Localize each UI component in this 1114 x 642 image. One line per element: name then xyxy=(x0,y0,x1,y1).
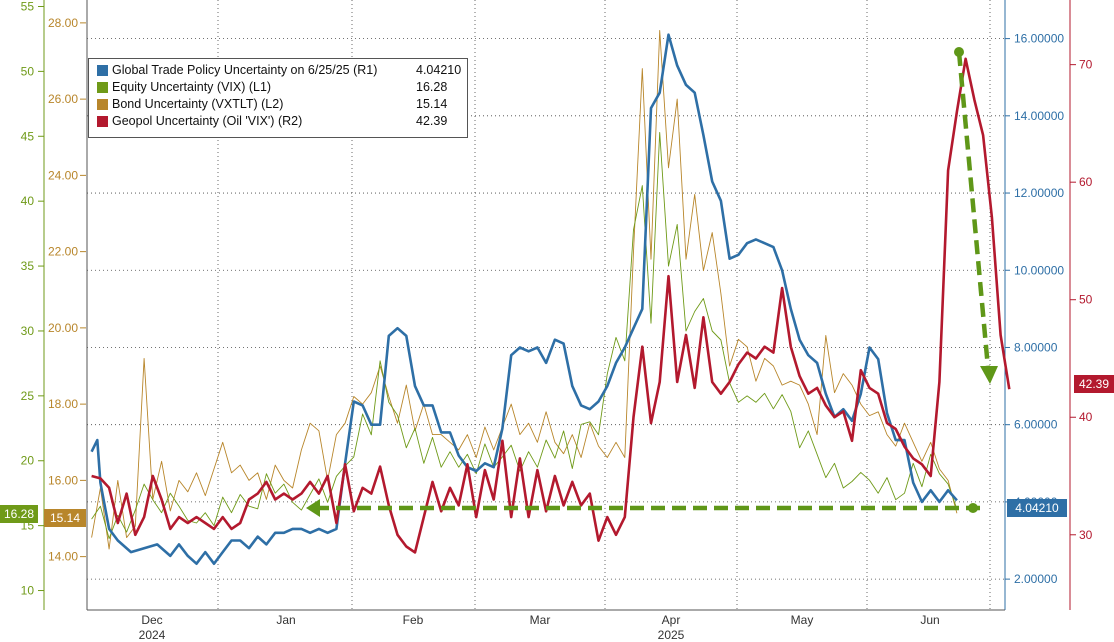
vertical-arrow xyxy=(956,51,991,369)
series-line-gtpu xyxy=(90,33,958,566)
tick-label-vxtlt: 28.00 xyxy=(48,16,78,30)
tick-label-vix: 40 xyxy=(21,194,35,208)
badge-gtpu: 4.04210 xyxy=(1015,501,1059,515)
tick-label-vxtlt: 16.00 xyxy=(48,473,78,487)
x-tick-label: Mar xyxy=(530,613,551,627)
badge-vxtlt: 15.14 xyxy=(50,511,80,525)
last-value-badges: 16.28 15.14 4.04210 42.39 xyxy=(0,375,1114,527)
badge-vxtlt-bg xyxy=(44,509,86,527)
tick-label-vxtlt: 26.00 xyxy=(48,92,78,106)
badge-vix-bg xyxy=(0,505,38,523)
tick-label-geopol: 60 xyxy=(1079,175,1093,189)
x-tick-label: Dec xyxy=(141,613,162,627)
tick-label-vix: 35 xyxy=(21,259,35,273)
legend-row-vxtlt: Bond Uncertainty (VXTLT) (L2) 15.14 xyxy=(95,97,463,113)
tick-label-geopol: 50 xyxy=(1079,293,1093,307)
legend-swatch-vix xyxy=(97,82,108,93)
legend-value: 16.28 xyxy=(416,80,448,94)
legend: Global Trade Policy Uncertainty on 6/25/… xyxy=(88,58,468,138)
series-line-vix xyxy=(91,131,958,540)
x-tick-label: May xyxy=(791,613,814,627)
legend-label: Geopol Uncertainty (Oil 'VIX') (R2) xyxy=(112,114,303,128)
legend-swatch-gtpu xyxy=(97,65,108,76)
tick-label-vxtlt: 20.00 xyxy=(48,321,78,335)
tick-label-geopol: 30 xyxy=(1079,528,1093,542)
x-tick-label: Jun xyxy=(920,613,939,627)
tick-label-vix: 55 xyxy=(21,0,35,13)
tick-label-vix: 10 xyxy=(21,584,35,598)
tick-label-gtpu: 10.00000 xyxy=(1014,263,1064,277)
legend-label: Bond Uncertainty (VXTLT) (L2) xyxy=(112,97,284,111)
legend-value: 15.14 xyxy=(416,97,448,111)
tick-label-vix: 20 xyxy=(21,454,35,468)
series-layer xyxy=(90,30,1011,566)
legend-swatch-geopol xyxy=(97,116,108,127)
legend-row-gtpu: Global Trade Policy Uncertainty on 6/25/… xyxy=(95,63,463,79)
tick-label-vxtlt: 24.00 xyxy=(48,168,78,182)
tick-label-geopol: 70 xyxy=(1079,58,1093,72)
legend-swatch-vxtlt xyxy=(97,99,108,110)
tick-label-gtpu: 8.00000 xyxy=(1014,340,1058,354)
tick-label-vix: 45 xyxy=(21,129,35,143)
x-tick-label: Jan xyxy=(276,613,295,627)
legend-row-geopol: Geopol Uncertainty (Oil 'VIX') (R2) 42.3… xyxy=(95,114,463,130)
tick-label-gtpu: 14.00000 xyxy=(1014,109,1064,123)
legend-label: Global Trade Policy Uncertainty on 6/25/… xyxy=(112,63,378,77)
legend-value: 42.39 xyxy=(416,114,448,128)
tick-label-vix: 25 xyxy=(21,389,35,403)
tick-label-gtpu: 6.00000 xyxy=(1014,418,1058,432)
badge-gtpu-bg xyxy=(1007,499,1067,517)
tick-label-vxtlt: 14.00 xyxy=(48,550,78,564)
tick-label-gtpu: 16.00000 xyxy=(1014,32,1064,46)
arrowhead-left xyxy=(306,499,320,517)
arrowhead-down xyxy=(980,366,998,384)
axes: 5550454035302520151028.0026.0024.0022.00… xyxy=(21,0,1093,642)
x-tick-label: Feb xyxy=(403,613,424,627)
tick-label-vxtlt: 18.00 xyxy=(48,397,78,411)
annotation-arrows xyxy=(306,47,998,517)
tick-label-vix: 50 xyxy=(21,64,35,78)
badge-vix: 16.28 xyxy=(4,507,34,521)
tick-label-geopol: 40 xyxy=(1079,410,1093,424)
series-line-geopol xyxy=(91,57,1011,554)
legend-value: 4.04210 xyxy=(416,63,462,77)
x-year-label: 2025 xyxy=(658,628,685,642)
legend-label: Equity Uncertainty (VIX) (L1) xyxy=(112,80,272,94)
tick-label-vxtlt: 22.00 xyxy=(48,245,78,259)
tick-label-vix: 30 xyxy=(21,324,35,338)
tick-label-gtpu: 12.00000 xyxy=(1014,186,1064,200)
series-line-vxtlt xyxy=(91,30,958,550)
arrow-origin-dot xyxy=(968,503,978,513)
badge-geopol-bg xyxy=(1074,375,1114,393)
legend-row-vix: Equity Uncertainty (VIX) (L1) 16.28 xyxy=(95,80,463,96)
x-year-label: 2024 xyxy=(139,628,166,642)
badge-geopol: 42.39 xyxy=(1079,377,1109,391)
arrow-origin-dot xyxy=(954,47,964,57)
x-tick-label: Apr xyxy=(662,613,681,627)
tick-label-gtpu: 2.00000 xyxy=(1014,572,1058,586)
